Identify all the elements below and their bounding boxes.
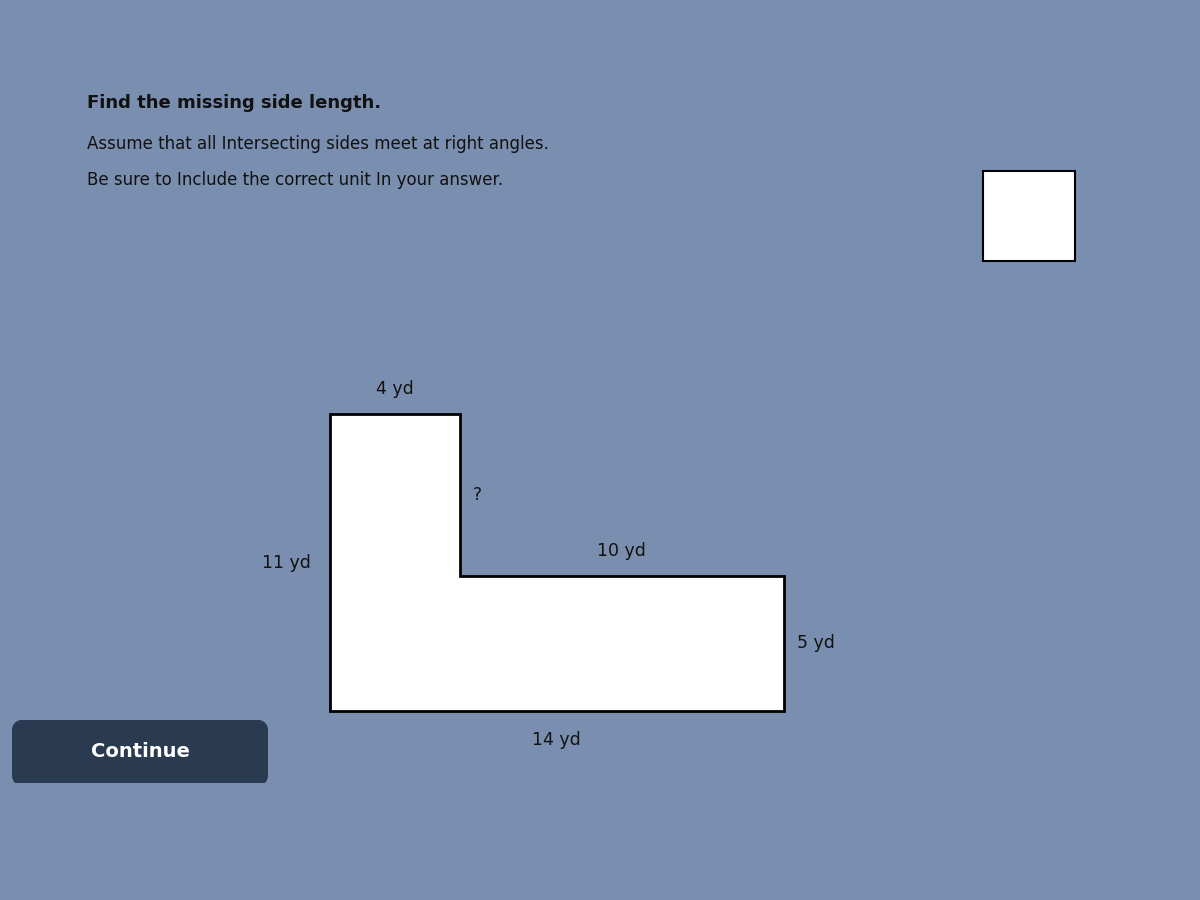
Text: 5 yd: 5 yd xyxy=(797,634,834,652)
Polygon shape xyxy=(330,414,784,711)
Text: 10 yd: 10 yd xyxy=(598,542,646,560)
Text: Assume that all Intersecting sides meet at right angles.: Assume that all Intersecting sides meet … xyxy=(88,135,548,153)
Text: 11 yd: 11 yd xyxy=(262,554,311,572)
Text: 4 yd: 4 yd xyxy=(376,380,414,398)
Text: Find the missing side length.: Find the missing side length. xyxy=(88,94,382,112)
FancyBboxPatch shape xyxy=(984,171,1075,261)
Text: ?: ? xyxy=(473,486,481,504)
Text: Be sure to Include the correct unit In your answer.: Be sure to Include the correct unit In y… xyxy=(88,171,503,189)
FancyBboxPatch shape xyxy=(12,719,268,787)
Text: Continue: Continue xyxy=(90,742,190,761)
Text: 14 yd: 14 yd xyxy=(533,731,581,749)
